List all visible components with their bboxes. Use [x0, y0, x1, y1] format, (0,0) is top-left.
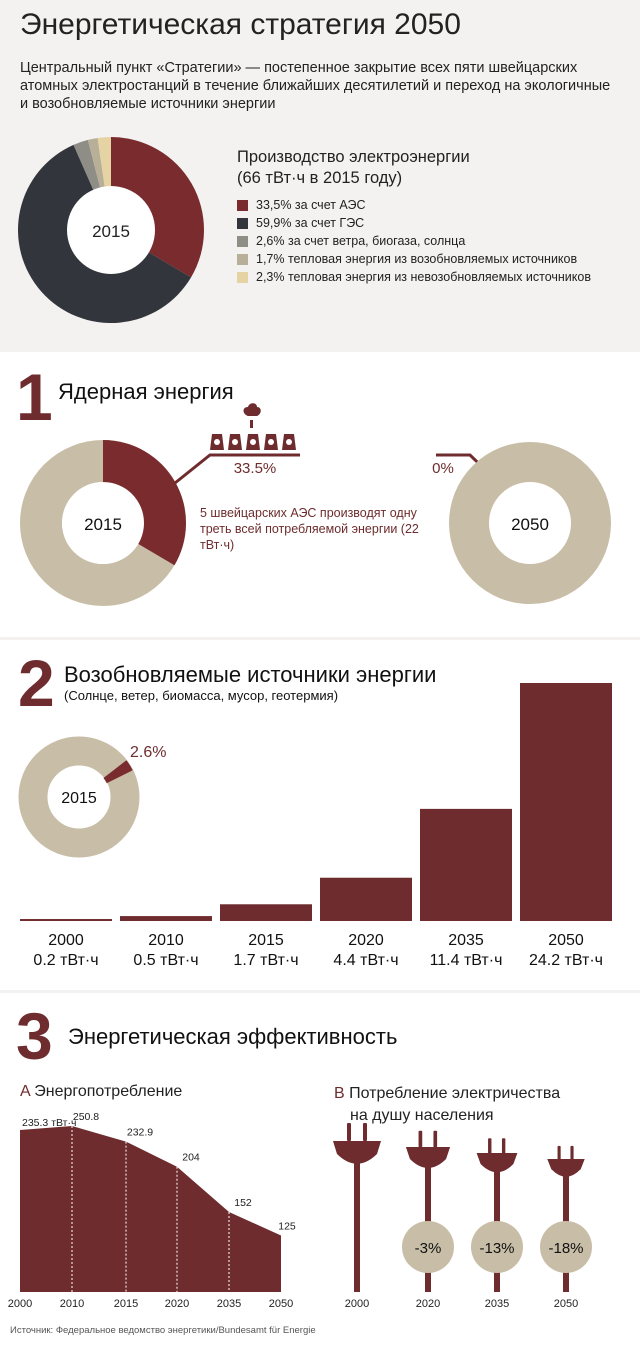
- per-capita-year-label: 2050: [554, 1298, 578, 1310]
- nuclear-pct-2015: 33.5%: [234, 460, 277, 477]
- radiation-icon: [232, 439, 238, 445]
- consumption-year-label: 2000: [8, 1298, 32, 1310]
- legend-swatch: [237, 235, 248, 247]
- reduction-label: -18%: [548, 1240, 583, 1257]
- per-capita-year-label: 2035: [485, 1298, 509, 1310]
- legend-swatch: [237, 217, 248, 229]
- bar-value-label: 0.2 тВт·ч: [33, 952, 98, 969]
- bar-value-label: 4.4 тВт·ч: [333, 952, 398, 969]
- renewables-donut-label: 2015: [61, 790, 97, 807]
- consumption-year-label: 2050: [269, 1298, 293, 1310]
- bar-2010: [120, 916, 212, 921]
- reduction-badge: [540, 1221, 592, 1273]
- consumption-year-label: 2020: [165, 1298, 189, 1310]
- nuclear-pct-2050: 0%: [432, 460, 454, 477]
- radiation-icon: [286, 439, 292, 445]
- consumption-value-label: 204: [182, 1152, 200, 1164]
- intro-text: Центральный пункт «Стратегии» — постепен…: [20, 60, 611, 112]
- bar-year-label: 2035: [448, 932, 484, 949]
- production-donut-label: 2015: [92, 222, 130, 241]
- nuclear-note: 5 швейцарских АЭС производят одну треть …: [200, 506, 419, 552]
- bar-year-label: 2000: [48, 932, 84, 949]
- smoke-icon: [243, 403, 261, 416]
- section-number-2: 2: [18, 646, 55, 720]
- production-legend: 33,5% за счет АЭС 59,9% за счет ГЭС 2,6%…: [237, 196, 591, 286]
- consumption-year-label: 2015: [114, 1298, 138, 1310]
- bar-year-label: 2050: [548, 932, 584, 949]
- consumption-value-label: 250.8: [73, 1111, 99, 1123]
- reduction-badge: [471, 1221, 523, 1273]
- part-a-title: A Энергопотребление: [20, 1083, 183, 1100]
- legend-item-hydro: 59,9% за счет ГЭС: [237, 214, 591, 232]
- legend-swatch: [237, 253, 248, 265]
- bar-value-label: 1.7 тВт·ч: [233, 952, 298, 969]
- bar-value-label: 24.2 тВт·ч: [529, 952, 603, 969]
- source-note: Источник: Федеральное ведомство энергети…: [10, 1325, 316, 1336]
- renewables-donut-pct: 2.6%: [130, 744, 166, 761]
- efficiency-heading: Энергетическая эффективность: [68, 1024, 398, 1049]
- bar-2020: [320, 877, 412, 921]
- bar-2000: [20, 919, 112, 921]
- reduction-label: -13%: [479, 1240, 514, 1257]
- power-plant-icons: [210, 403, 296, 450]
- part-b-title: B Потребление электричества на душу насе…: [334, 1085, 561, 1124]
- bar-2050: [520, 683, 612, 921]
- bar-value-label: 11.4 тВт·ч: [430, 952, 503, 969]
- consumption-year-label: 2035: [217, 1298, 241, 1310]
- nuclear-heading: Ядерная энергия: [58, 379, 234, 404]
- reduction-label: -3%: [415, 1240, 442, 1257]
- production-title: Производство электроэнергии (66 тВт·ч в …: [237, 148, 470, 187]
- renewables-donut-ring: [18, 736, 140, 858]
- per-capita-year-label: 2000: [345, 1298, 369, 1310]
- consumption-area: [20, 1126, 281, 1292]
- bar-value-label: 0.5 тВт·ч: [133, 952, 198, 969]
- bar-2035: [420, 808, 512, 921]
- legend-swatch: [237, 199, 248, 211]
- consumption-value-label: 125: [278, 1220, 296, 1232]
- legend-item-thermal-nonrenewable: 2,3% тепловая энергия из невозобновляемы…: [237, 268, 591, 286]
- section-number-1: 1: [16, 360, 53, 434]
- section-number-3: 3: [16, 999, 53, 1073]
- renewables-subheading: (Солнце, ветер, биомасса, мусор, геотерм…: [64, 688, 339, 703]
- consumption-value-label: 235.3 тВт·ч: [22, 1117, 76, 1129]
- legend-item-thermal-renewable: 1,7% тепловая энергия из возобновляемых …: [237, 250, 591, 268]
- bar-year-label: 2015: [248, 932, 284, 949]
- legend-item-nuclear: 33,5% за счет АЭС: [237, 196, 591, 214]
- legend-swatch: [237, 271, 248, 283]
- radiation-icon: [250, 439, 256, 445]
- bar-2015: [220, 904, 312, 921]
- radiation-icon: [268, 439, 274, 445]
- bar-year-label: 2010: [148, 932, 184, 949]
- consumption-year-label: 2010: [60, 1298, 84, 1310]
- radiation-icon: [214, 439, 220, 445]
- nuclear-graphic: 2015 33.5% 0% 2050: [20, 403, 611, 606]
- page-title: Энергетическая стратегия 2050: [20, 8, 461, 41]
- reduction-badge: [402, 1221, 454, 1273]
- plug-icon: [333, 1123, 381, 1292]
- bar-year-label: 2020: [348, 932, 384, 949]
- nuclear-donut-2050-ring: [449, 442, 611, 604]
- consumption-value-label: 232.9: [127, 1127, 153, 1139]
- consumption-value-label: 152: [234, 1197, 252, 1209]
- per-capita-year-label: 2020: [416, 1298, 440, 1310]
- renewables-chart: 2015 2.6% 2000 0.2 тВт·ч 2010 0.5 тВт·ч 2015…: [18, 683, 612, 969]
- legend-item-wind: 2,6% за счет ветра, биогаза, солнца: [237, 232, 591, 250]
- renewables-heading: Возобновляемые источники энергии: [64, 662, 437, 687]
- leader-line: [174, 453, 300, 485]
- nuclear-label-2015: 2015: [84, 515, 122, 534]
- nuclear-label-2050: 2050: [511, 515, 549, 534]
- production-donut: 2015: [17, 137, 205, 323]
